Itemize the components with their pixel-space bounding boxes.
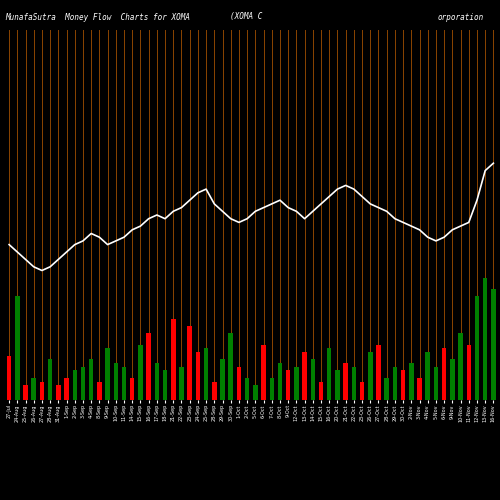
Bar bbox=[401, 370, 406, 400]
Bar bbox=[15, 296, 20, 400]
Bar bbox=[80, 366, 85, 400]
Bar bbox=[368, 352, 372, 400]
Bar bbox=[302, 352, 307, 400]
Bar bbox=[56, 385, 60, 400]
Bar bbox=[426, 352, 430, 400]
Bar bbox=[450, 360, 454, 400]
Bar bbox=[278, 363, 282, 400]
Bar bbox=[40, 382, 44, 400]
Bar bbox=[392, 366, 397, 400]
Bar bbox=[262, 344, 266, 400]
Bar bbox=[114, 363, 118, 400]
Bar bbox=[122, 366, 126, 400]
Bar bbox=[32, 378, 36, 400]
Bar bbox=[327, 348, 332, 400]
Bar bbox=[64, 378, 69, 400]
Bar bbox=[253, 385, 258, 400]
Bar bbox=[335, 370, 340, 400]
Bar bbox=[434, 366, 438, 400]
Bar bbox=[384, 378, 389, 400]
Bar bbox=[458, 334, 463, 400]
Bar bbox=[146, 334, 151, 400]
Bar bbox=[376, 344, 380, 400]
Bar bbox=[204, 348, 208, 400]
Bar bbox=[138, 344, 142, 400]
Bar bbox=[48, 360, 52, 400]
Bar bbox=[24, 385, 28, 400]
Bar bbox=[442, 348, 446, 400]
Bar bbox=[163, 370, 168, 400]
Bar bbox=[418, 378, 422, 400]
Bar bbox=[344, 363, 348, 400]
Bar bbox=[7, 356, 12, 400]
Bar bbox=[72, 370, 77, 400]
Bar bbox=[106, 348, 110, 400]
Bar bbox=[352, 366, 356, 400]
Bar bbox=[236, 366, 241, 400]
Text: orporation: orporation bbox=[438, 12, 484, 22]
Bar bbox=[228, 334, 233, 400]
Bar bbox=[97, 382, 102, 400]
Bar bbox=[220, 360, 225, 400]
Bar bbox=[171, 318, 175, 400]
Bar bbox=[270, 378, 274, 400]
Bar bbox=[360, 382, 364, 400]
Bar bbox=[89, 360, 94, 400]
Bar bbox=[294, 366, 298, 400]
Bar bbox=[154, 363, 159, 400]
Bar bbox=[310, 360, 315, 400]
Bar bbox=[491, 289, 496, 400]
Text: MunafaSutra  Money Flow  Charts for XOMA: MunafaSutra Money Flow Charts for XOMA bbox=[5, 12, 190, 22]
Bar bbox=[212, 382, 216, 400]
Bar bbox=[409, 363, 414, 400]
Bar bbox=[188, 326, 192, 400]
Bar bbox=[245, 378, 250, 400]
Bar bbox=[130, 378, 134, 400]
Bar bbox=[466, 344, 471, 400]
Bar bbox=[319, 382, 324, 400]
Bar bbox=[474, 296, 479, 400]
Bar bbox=[179, 366, 184, 400]
Text: (XOMA C: (XOMA C bbox=[230, 12, 262, 22]
Bar bbox=[483, 278, 488, 400]
Bar bbox=[196, 352, 200, 400]
Bar bbox=[286, 370, 290, 400]
